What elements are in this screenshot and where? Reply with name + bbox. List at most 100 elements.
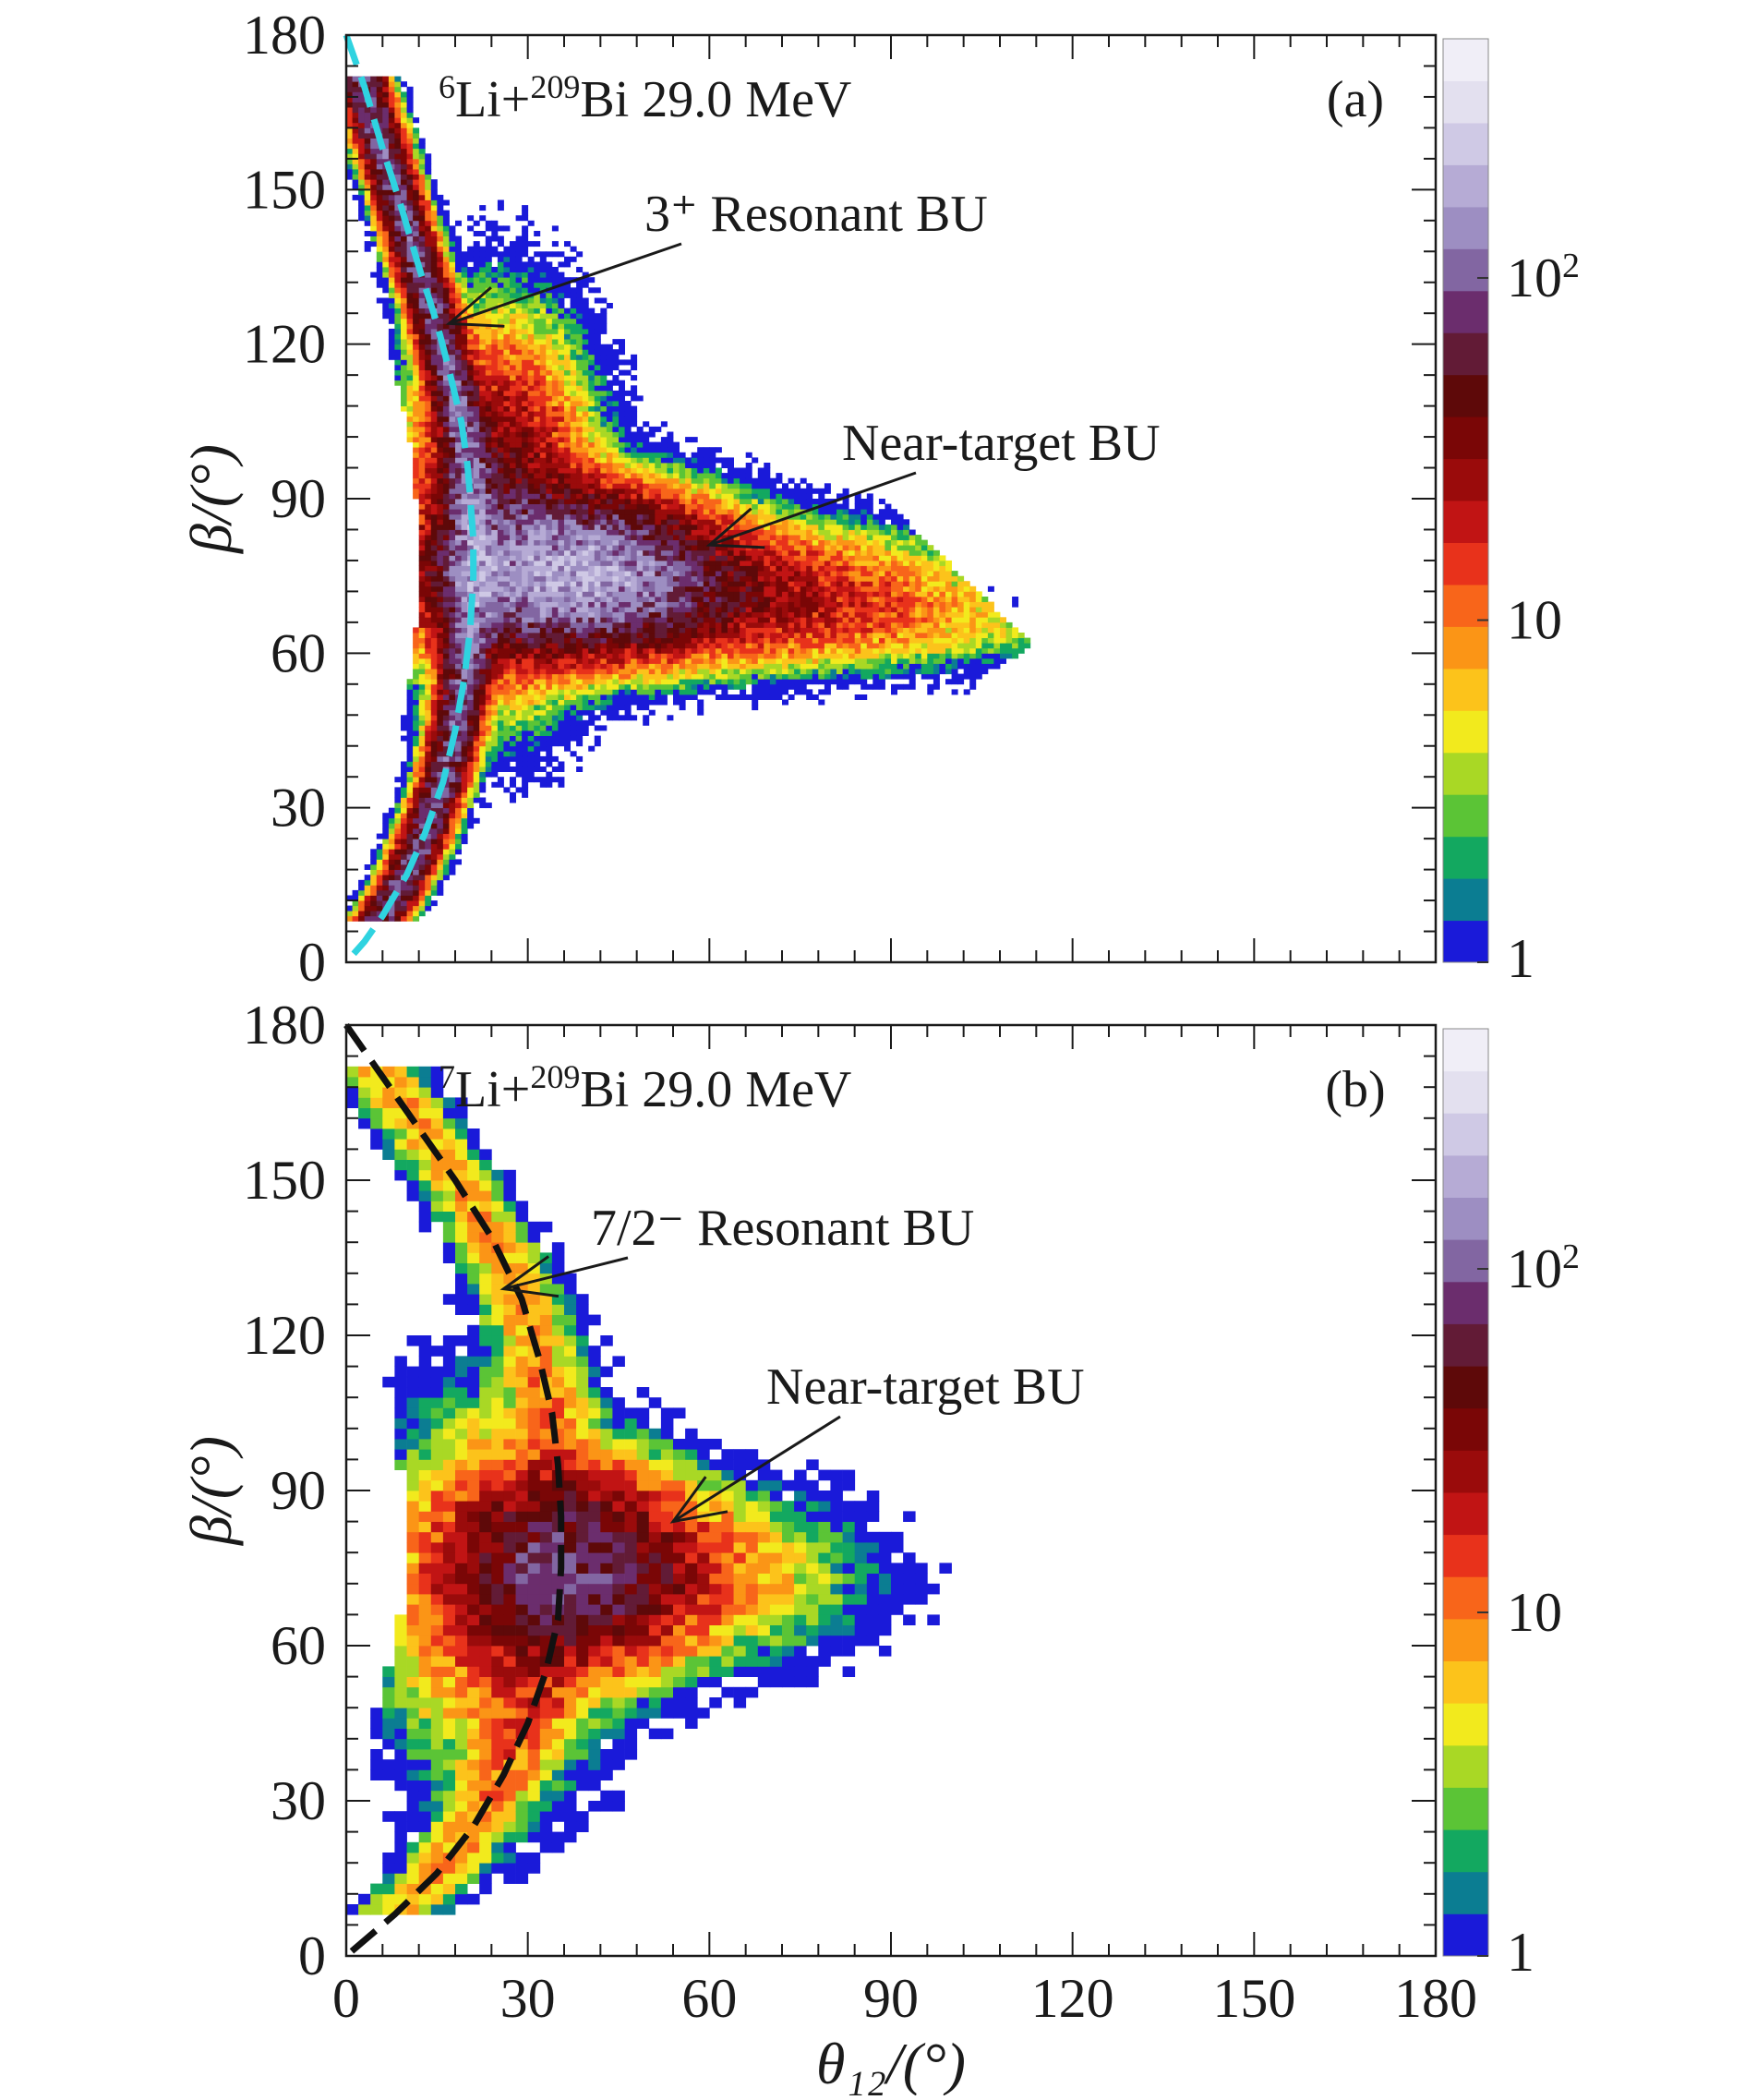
heatmap-cell (394, 303, 402, 308)
heatmap-cell (522, 601, 529, 608)
heatmap-cell (643, 488, 650, 494)
heatmap-cell (382, 297, 390, 304)
heatmap-cell (503, 633, 511, 638)
heatmap-cell (570, 699, 577, 706)
heatmap-cell (467, 365, 475, 370)
heatmap-cell (437, 719, 444, 726)
heatmap-cell (442, 441, 450, 448)
heatmap-cell (401, 308, 407, 314)
heatmap-cell (401, 184, 407, 190)
heatmap-cell (461, 385, 468, 392)
heatmap-cell (442, 797, 450, 803)
heatmap-cell (401, 823, 407, 829)
heatmap-cell (539, 323, 547, 330)
heatmap-cell (624, 463, 632, 468)
heatmap-cell (376, 76, 383, 82)
heatmap-cell (510, 282, 516, 288)
heatmap-cell (564, 581, 571, 587)
heatmap-cell (425, 431, 432, 438)
heatmap-cell (631, 503, 638, 510)
heatmap-cell (461, 719, 468, 726)
heatmap-cell (558, 715, 565, 721)
heatmap-cell (497, 349, 504, 356)
heatmap-cell (539, 715, 547, 721)
heatmap-cell (576, 421, 584, 428)
heatmap-cell (461, 545, 468, 551)
heatmap-cell (606, 303, 613, 308)
heatmap-cell (527, 426, 535, 432)
heatmap-cell (388, 807, 395, 814)
heatmap-cell (510, 369, 516, 376)
heatmap-cell (418, 683, 426, 690)
heatmap-cell (425, 859, 432, 865)
heatmap-cell (497, 205, 504, 211)
heatmap-cell (437, 272, 444, 278)
heatmap-cell (539, 524, 547, 530)
heatmap-cell (515, 359, 523, 366)
heatmap-cell (473, 601, 480, 608)
heatmap-cell (527, 369, 535, 376)
heatmap-cell (534, 344, 541, 350)
heatmap-cell (413, 277, 420, 284)
heatmap-cell (467, 323, 475, 330)
heatmap-cell (491, 499, 499, 504)
heatmap-cell (394, 900, 402, 907)
heatmap-cell (643, 503, 650, 510)
heatmap-cell (546, 529, 553, 536)
heatmap-cell (413, 787, 420, 793)
heatmap-cell (606, 585, 613, 592)
heatmap-cell (546, 735, 553, 742)
heatmap-cell (551, 333, 559, 340)
heatmap-cell (582, 663, 589, 670)
heatmap-cell (551, 503, 559, 510)
heatmap-cell (576, 297, 584, 304)
heatmap-cell (503, 581, 511, 587)
heatmap-cell (430, 900, 438, 907)
heatmap-cell (449, 241, 456, 247)
heatmap-cell (479, 633, 487, 638)
heatmap-cell (401, 915, 407, 922)
heatmap-cell (430, 473, 438, 479)
heatmap-cell (370, 231, 378, 236)
heatmap-cell (539, 555, 547, 561)
heatmap-cell (479, 477, 487, 484)
heatmap-cell (510, 395, 516, 402)
heatmap-cell (418, 843, 426, 850)
heatmap-cell (606, 643, 613, 649)
heatmap-cell (612, 709, 620, 716)
heatmap-cell (485, 761, 492, 767)
heatmap-cell (570, 354, 577, 360)
heatmap-cell (497, 359, 504, 366)
heatmap-cell (558, 730, 565, 736)
heatmap-cell (425, 318, 432, 324)
heatmap-cell (473, 473, 480, 479)
heatmap-cell (413, 699, 420, 706)
heatmap-cell (473, 719, 480, 726)
heatmap-cell (582, 390, 589, 396)
heatmap-cell (352, 915, 359, 922)
heatmap-cell (515, 751, 523, 757)
heatmap-cell (473, 781, 480, 788)
heatmap-cell (624, 369, 632, 376)
heatmap-cell (461, 328, 468, 334)
heatmap-cell (539, 673, 547, 680)
heatmap-cell (612, 503, 620, 510)
heatmap-cell (576, 725, 584, 731)
heatmap-cell (655, 524, 662, 530)
heatmap-cell (582, 488, 589, 494)
heatmap-cell (546, 705, 553, 711)
heatmap-cell (600, 673, 608, 680)
heatmap-cell (612, 437, 620, 443)
heatmap-cell (461, 549, 468, 556)
heatmap-cell (546, 535, 553, 540)
heatmap-cell (406, 875, 414, 881)
heatmap-cell (406, 709, 414, 716)
heatmap-cell (594, 689, 601, 695)
heatmap-cell (522, 463, 529, 468)
heatmap-cell (551, 601, 559, 608)
heatmap-cell (551, 627, 559, 634)
heatmap-cell (558, 349, 565, 356)
heatmap-cell (461, 473, 468, 479)
heatmap-cell (425, 333, 432, 340)
heatmap-cell (406, 235, 414, 242)
